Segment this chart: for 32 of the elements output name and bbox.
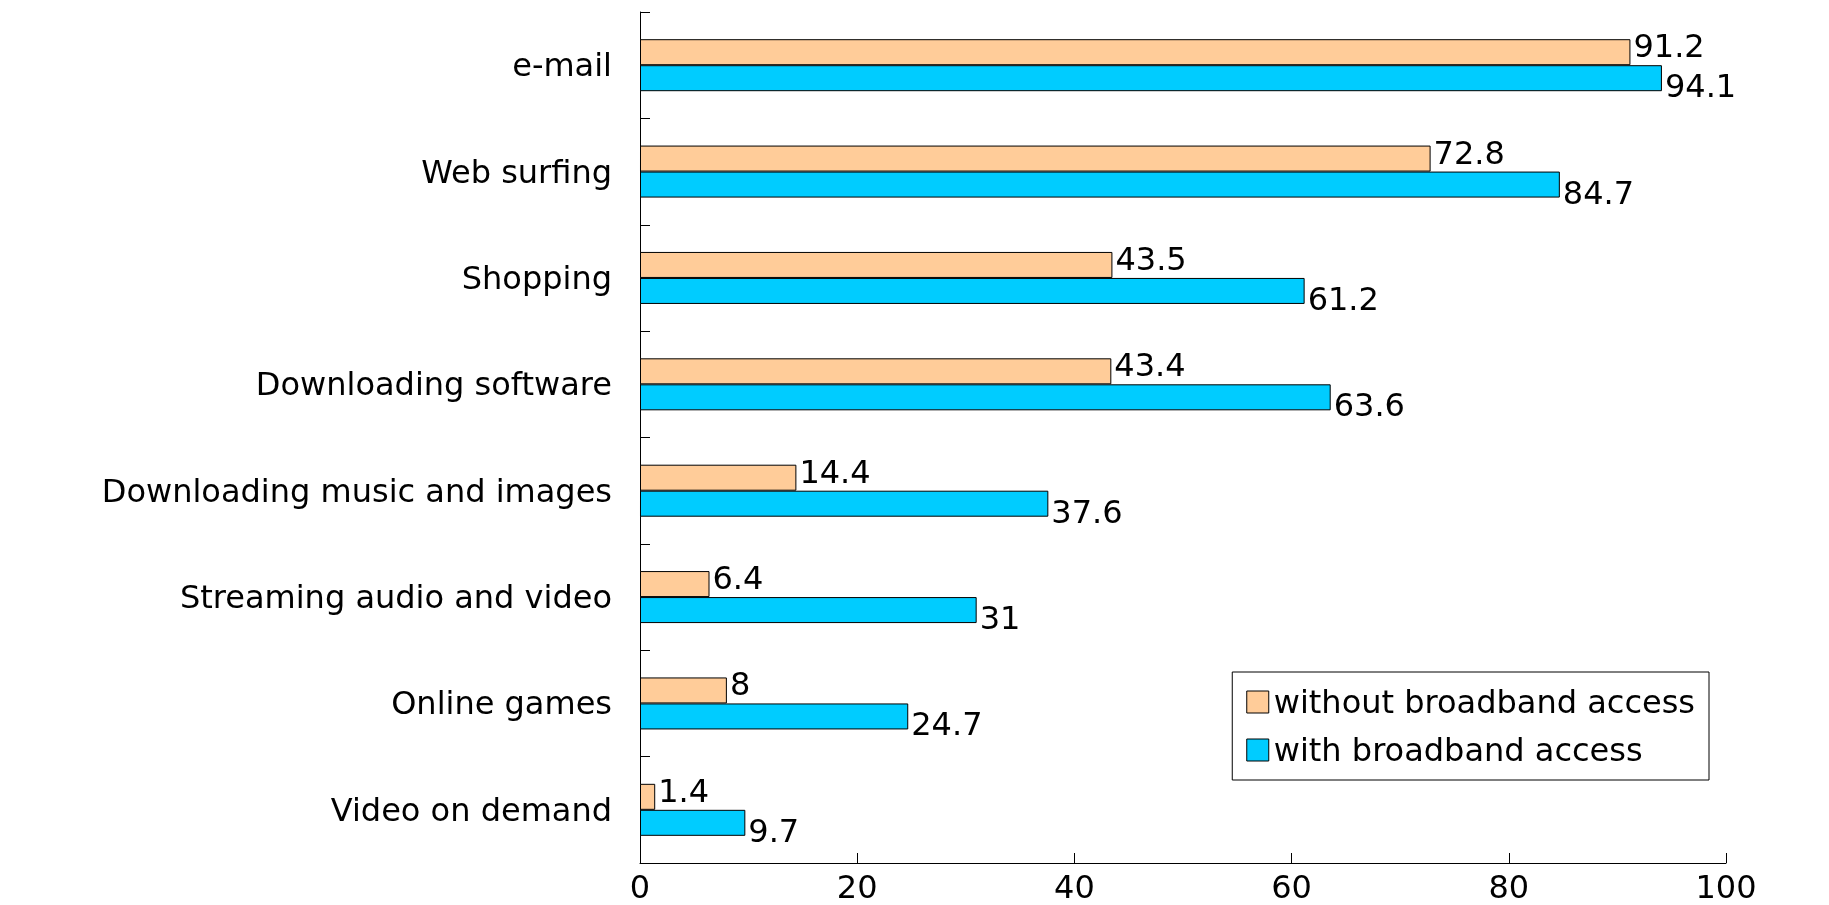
x-tick-label: 40: [1054, 868, 1095, 905]
x-tick-label: 100: [1695, 868, 1757, 905]
data-label: 94.1: [1664, 67, 1737, 106]
y-tick-label: Downloading software: [255, 365, 612, 404]
data-label: 14.4: [799, 452, 871, 491]
y-tick-label: Streaming audio and video: [179, 578, 612, 617]
data-label: 43.5: [1115, 239, 1187, 278]
data-label: 61.2: [1307, 279, 1379, 318]
legend-label: without broadband access: [1273, 683, 1695, 721]
y-tick-label: e-mail: [512, 46, 612, 85]
data-label: 63.6: [1333, 386, 1405, 425]
x-tick-label: 0: [629, 868, 651, 905]
data-label: 9.7: [748, 811, 800, 850]
data-label: 31: [979, 599, 1021, 638]
x-tick-label: 80: [1488, 868, 1530, 905]
data-label: 24.7: [911, 705, 983, 744]
data-label: 8: [729, 665, 751, 704]
legend-label: with broadband access: [1273, 731, 1643, 769]
y-tick-label: Downloading music and images: [101, 471, 612, 510]
data-label: 72.8: [1433, 133, 1505, 172]
data-label: 6.4: [712, 559, 764, 598]
data-label: 1.4: [658, 771, 710, 810]
y-tick-label: Web surfing: [421, 152, 612, 191]
data-label: 43.4: [1114, 346, 1186, 385]
y-tick-label: Shopping: [461, 258, 612, 297]
y-tick-label: Online games: [391, 684, 612, 723]
x-tick-label: 60: [1271, 868, 1312, 905]
x-tick-label: 20: [836, 868, 878, 905]
data-label: 84.7: [1562, 173, 1635, 212]
y-tick-label: Video on demand: [330, 790, 612, 829]
data-label: 37.6: [1051, 492, 1123, 531]
data-label: 91.2: [1633, 27, 1705, 66]
